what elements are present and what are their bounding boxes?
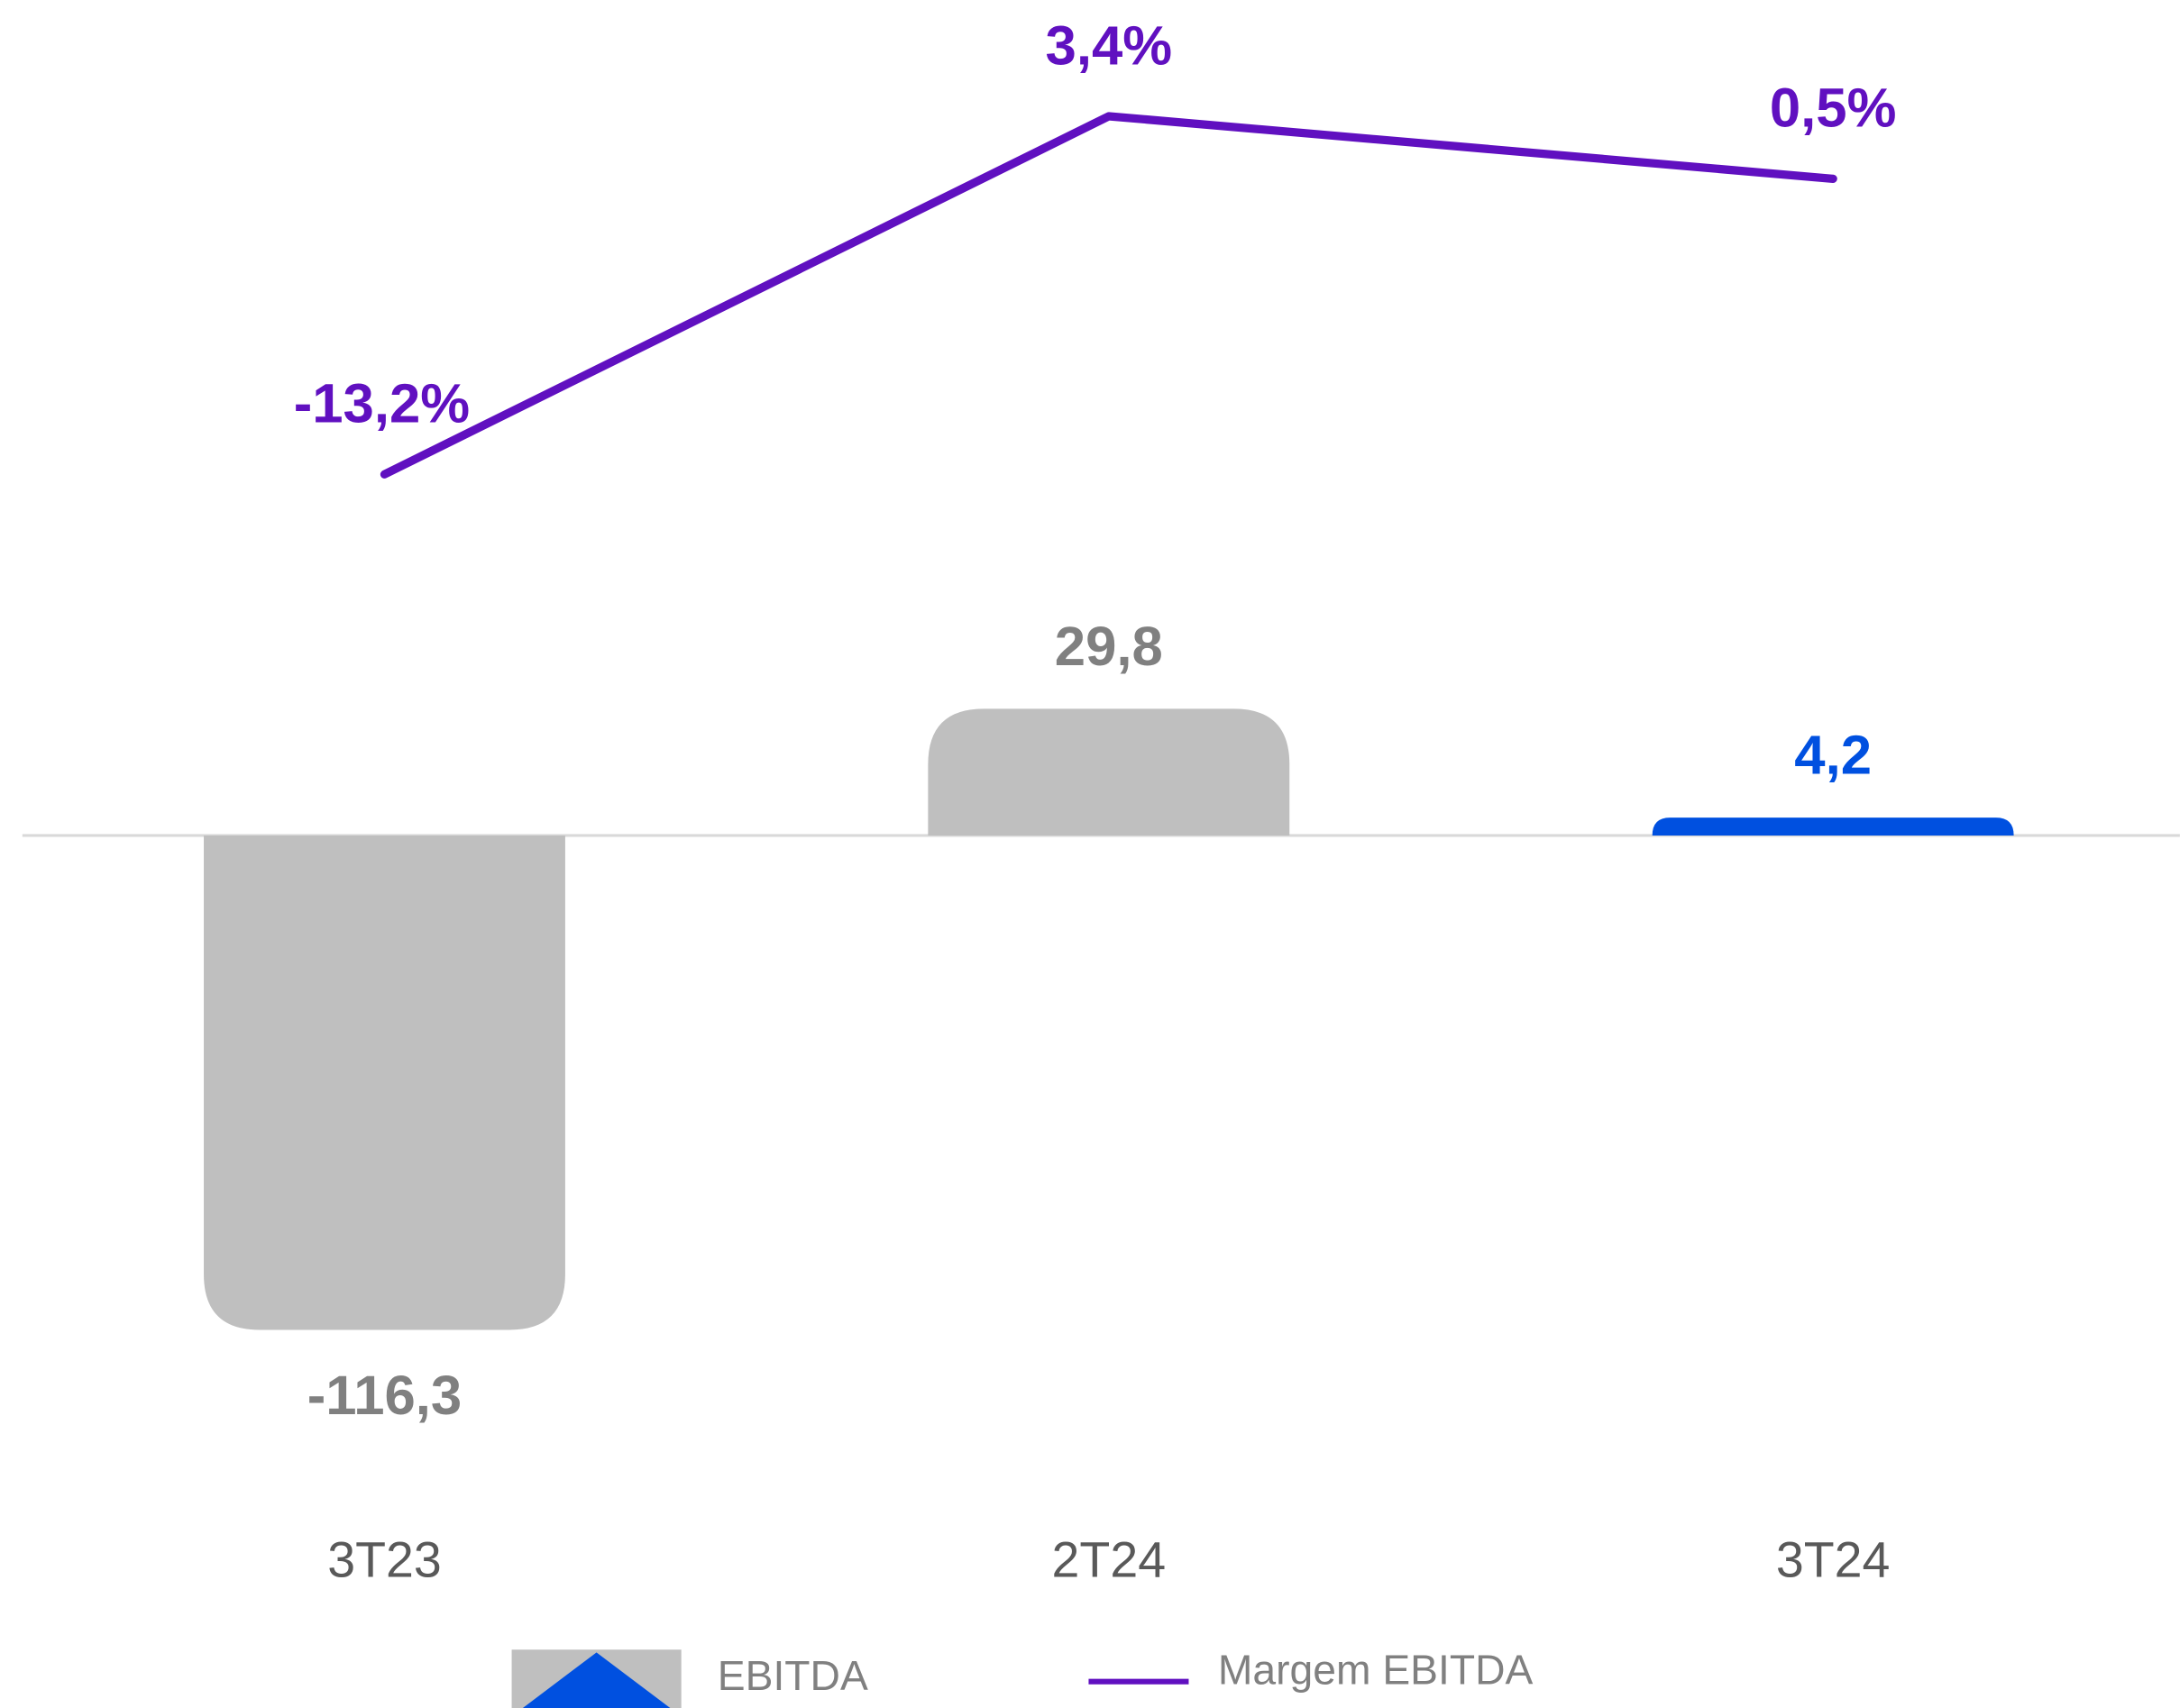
legend-label: EBITDA (718, 1652, 868, 1699)
data-label: 4,2 (1794, 725, 1872, 787)
x-tick-label: 3T24 (1776, 1531, 1891, 1587)
bar (204, 835, 565, 1330)
data-label: 3,4% (1046, 14, 1173, 77)
x-tick-label: 2T24 (1052, 1531, 1167, 1587)
data-label: -116,3 (307, 1365, 462, 1427)
legend-swatch-icon (522, 1652, 671, 1708)
data-label: 0,5% (1770, 78, 1897, 140)
line (380, 112, 1837, 479)
x-tick-label: 3T23 (327, 1531, 442, 1587)
data-label: 29,8 (1055, 616, 1163, 678)
legend-label: Margem EBITDA (1218, 1647, 1534, 1694)
data-label: -13,2% (294, 373, 470, 435)
bar (928, 708, 1290, 836)
bar (1652, 817, 2014, 836)
